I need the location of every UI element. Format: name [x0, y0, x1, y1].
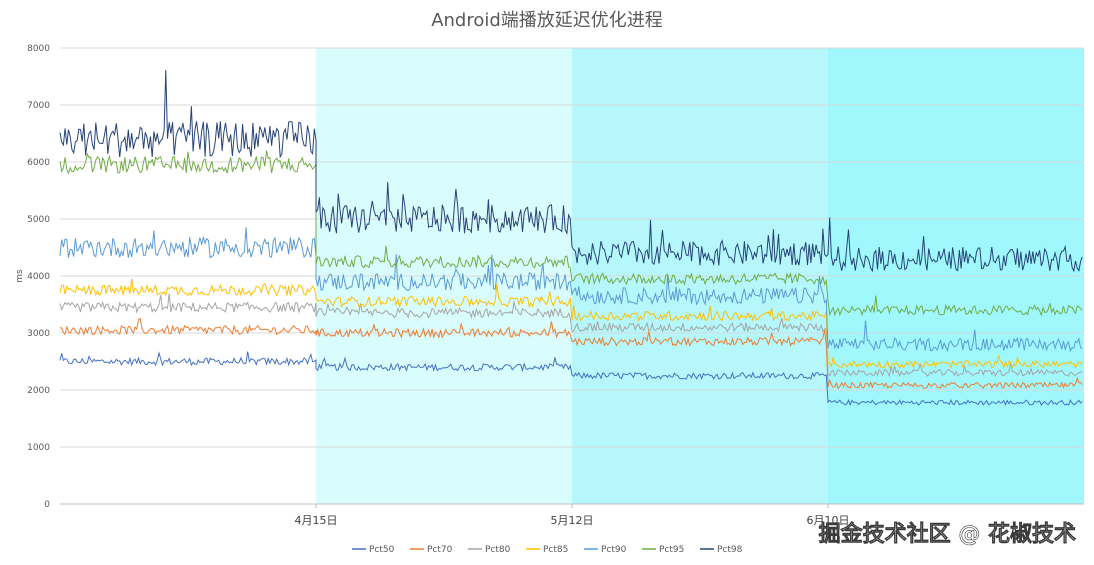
series-line-pct95	[59, 150, 1083, 317]
y-tick-8000: 8000	[27, 44, 50, 54]
series-line-pct80	[59, 293, 1083, 378]
y-tick-4000: 4000	[27, 272, 50, 282]
series-line-pct85	[59, 278, 1083, 370]
legend-label-pct80: Pct80	[485, 545, 511, 555]
series-line-pct50	[59, 351, 1083, 407]
watermark: 掘金技术社区 @ 花椒技术	[819, 521, 1076, 547]
series-line-pct98	[59, 69, 1083, 273]
series-lines	[59, 69, 1083, 407]
legend-label-pct95: Pct95	[659, 545, 684, 555]
x-tick-2: 6月10日	[807, 514, 850, 527]
x-axis: 4月15日 5月12日 6月10日	[60, 503, 1084, 527]
y-tick-1000: 1000	[27, 443, 50, 453]
legend-label-pct70: Pct70	[427, 545, 453, 555]
y-tick-3000: 3000	[27, 329, 50, 339]
y-axis-label: ms	[15, 269, 25, 283]
series-line-pct70	[59, 317, 1083, 390]
legend: Pct50 Pct70 Pct80 Pct85 Pct90 Pct95 Pct98	[352, 545, 743, 555]
y-tick-6000: 6000	[27, 158, 50, 168]
y-tick-5000: 5000	[27, 215, 50, 225]
legend-label-pct98: Pct98	[717, 545, 743, 555]
y-axis: 0 1000 2000 3000 4000 5000 6000 7000 8000	[27, 44, 50, 510]
series-line-pct90	[59, 227, 1083, 353]
legend-label-pct90: Pct90	[601, 545, 627, 555]
legend-label-pct85: Pct85	[543, 545, 568, 555]
x-tick-0: 4月15日	[295, 514, 338, 527]
legend-label-pct50: Pct50	[369, 545, 395, 555]
y-tick-7000: 7000	[27, 101, 50, 111]
x-tick-1: 5月12日	[551, 514, 594, 527]
y-tick-2000: 2000	[27, 386, 50, 396]
chart-title: Android端播放延迟优化进程	[431, 10, 663, 31]
y-tick-0: 0	[44, 500, 50, 510]
